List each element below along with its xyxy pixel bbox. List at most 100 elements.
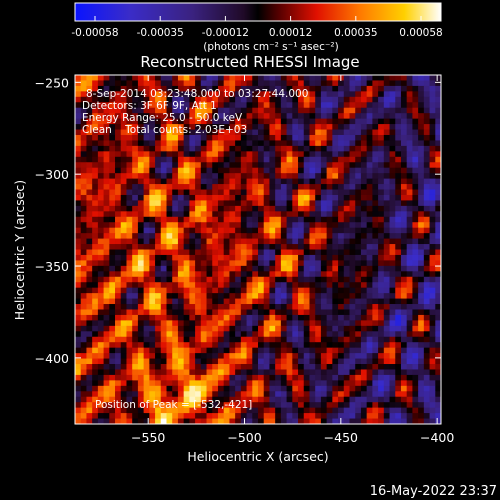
heatmap-cell [389, 200, 396, 207]
heatmap-cell [338, 249, 345, 256]
heatmap-cell [418, 85, 425, 92]
heatmap-cell [132, 205, 139, 212]
heatmap-cell [360, 124, 368, 130]
heatmap-cell [132, 364, 139, 370]
heatmap-cell [309, 129, 316, 136]
heatmap-cell [258, 167, 265, 174]
heatmap-cell [86, 413, 93, 419]
heatmap-cell [309, 276, 316, 283]
heatmap-cell [298, 184, 305, 190]
heatmap-cell [258, 374, 265, 381]
heatmap-cell [395, 374, 402, 381]
heatmap-cell [435, 102, 441, 109]
heatmap-cell [229, 216, 236, 223]
heatmap-cell [275, 102, 282, 109]
heatmap-cell [206, 134, 213, 141]
y-tick-label: −350 [35, 259, 69, 274]
heatmap-cell [378, 233, 385, 239]
heatmap-cell [406, 325, 413, 332]
heatmap-cell [109, 222, 116, 229]
heatmap-cell [406, 249, 413, 256]
heatmap-cell [166, 396, 173, 403]
heatmap-cell [309, 353, 316, 359]
heatmap-cell [200, 271, 207, 278]
heatmap-cell [263, 347, 270, 354]
heatmap-cell [126, 336, 133, 343]
heatmap-cell [263, 238, 270, 245]
heatmap-cell [97, 134, 104, 141]
heatmap-cell [143, 145, 150, 152]
heatmap-cell [223, 156, 230, 163]
heatmap-cell [383, 320, 390, 327]
heatmap-cell [132, 374, 139, 381]
heatmap-cell [338, 385, 345, 392]
heatmap-cell [160, 309, 167, 316]
heatmap-cell [160, 118, 167, 125]
heatmap-cell [132, 413, 139, 419]
heatmap-cell [212, 205, 219, 212]
heatmap-cell [212, 75, 219, 81]
heatmap-cell [189, 244, 196, 250]
heatmap-cell [75, 364, 82, 370]
heatmap-cell [343, 211, 350, 218]
heatmap-cell [412, 129, 419, 136]
heatmap-cell [372, 282, 379, 289]
heatmap-cell [429, 227, 436, 234]
heatmap-cell [332, 216, 339, 223]
heatmap-cell [406, 91, 413, 98]
heatmap-cell [269, 265, 276, 272]
heatmap-cell [86, 402, 93, 409]
heatmap-cell [412, 96, 419, 103]
heatmap-cell [360, 249, 368, 256]
heatmap-cell [395, 271, 402, 278]
heatmap-cell [223, 189, 230, 196]
heatmap-cell [406, 298, 413, 305]
heatmap-cell [137, 407, 145, 414]
heatmap-cell [97, 156, 104, 163]
heatmap-cell [120, 249, 127, 256]
heatmap-cell [389, 413, 396, 419]
heatmap-cell [212, 309, 219, 316]
heatmap-cell [189, 304, 196, 310]
heatmap-cell [286, 304, 293, 310]
heatmap-cell [183, 107, 190, 114]
heatmap-cell [349, 254, 356, 261]
heatmap-cell [246, 184, 253, 190]
heatmap-cell [132, 282, 139, 289]
heatmap-cell [223, 298, 230, 305]
heatmap-cell [172, 189, 179, 196]
heatmap-cell [177, 244, 185, 250]
heatmap-cell [103, 391, 110, 398]
heatmap-cell [286, 194, 293, 201]
heatmap-cell [166, 385, 173, 392]
heatmap-cell [217, 331, 225, 338]
heatmap-cell [246, 325, 253, 332]
heatmap-cell [109, 380, 116, 387]
heatmap-cell [332, 287, 339, 294]
heatmap-cell [349, 396, 356, 403]
heatmap-cell [143, 80, 150, 87]
heatmap-cell [429, 369, 436, 376]
heatmap-cell [97, 380, 104, 387]
heatmap-cell [109, 342, 116, 349]
heatmap-cell [195, 249, 202, 256]
heatmap-cell [189, 107, 196, 114]
heatmap-cell [200, 304, 207, 310]
heatmap-cell [366, 227, 373, 234]
heatmap-cell [292, 418, 299, 424]
heatmap-cell [172, 162, 179, 169]
heatmap-cell [372, 418, 379, 424]
heatmap-cell [137, 124, 145, 130]
heatmap-cell [258, 156, 265, 163]
heatmap-cell [269, 178, 276, 185]
heatmap-cell [298, 167, 305, 174]
heatmap-cell [235, 320, 242, 327]
heatmap-cell [395, 331, 402, 338]
heatmap-cell [418, 385, 425, 392]
heatmap-cell [149, 364, 156, 370]
heatmap-cell [246, 304, 253, 310]
heatmap-cell [166, 140, 173, 147]
heatmap-cell [120, 320, 127, 327]
colorbar-tick-label: -0.00058 [71, 27, 118, 39]
heatmap-cell [86, 385, 93, 392]
